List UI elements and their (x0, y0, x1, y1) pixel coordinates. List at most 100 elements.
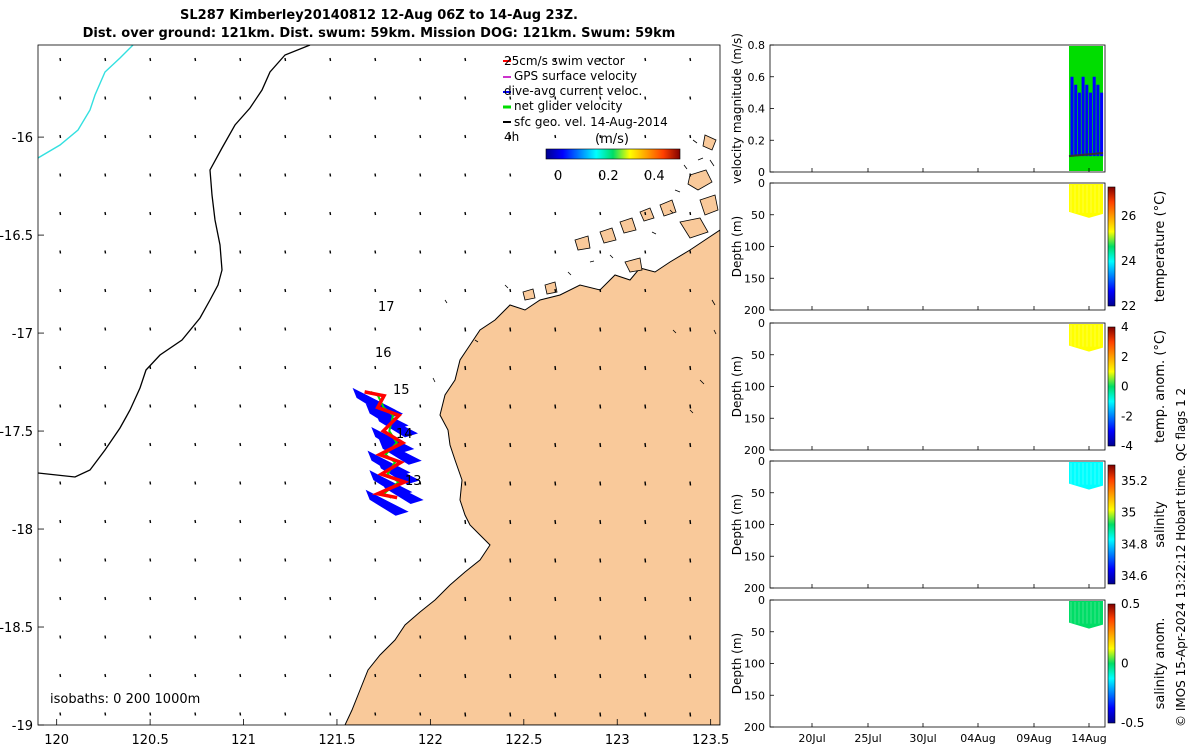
current-vector (365, 403, 409, 430)
colorbar-tick-label: -4 (1121, 439, 1133, 453)
geo-vel-arrow (554, 288, 557, 293)
map-y-tick-label: -18.5 (0, 621, 33, 636)
geo-vel-arrow (644, 404, 647, 409)
geo-vel-arrow (149, 96, 152, 100)
velocity-ylabel: velocity magnitude (m/s) (730, 33, 744, 184)
geo-vel-arrow (239, 96, 242, 100)
geo-vel-arrow (644, 712, 647, 717)
section-data-block (1069, 324, 1103, 352)
legend-net-velocity: net glider velocity (514, 99, 622, 113)
map-x-tick-label: 121 (231, 733, 256, 748)
day-label-16: 16 (375, 346, 392, 361)
depth-tick-label: 100 (744, 519, 765, 532)
geo-velocity-field (59, 57, 692, 717)
geo-vel-arrow (284, 365, 287, 370)
legend-current-veloc: dive-avg current veloc. (504, 84, 642, 98)
geo-vel-arrow (329, 327, 332, 331)
geo-vel-arrow (194, 481, 197, 485)
depth-tick-label: 50 (751, 626, 765, 639)
geo-vel-arrow (689, 96, 692, 100)
map-y-tick-label: -16.5 (0, 229, 33, 244)
geo-vel-arrow (194, 673, 197, 678)
geo-vel-arrow (329, 173, 332, 177)
section-data-block (1069, 462, 1103, 490)
geo-vel-arrow (509, 673, 512, 679)
colorbar-tick-label: 35.2 (1121, 474, 1148, 488)
geo-vel-arrow (689, 211, 692, 216)
colorbar-tick-label: -2 (1121, 409, 1133, 423)
geo-vel-arrow (194, 288, 197, 293)
geo-vel-arrow (284, 250, 287, 254)
geo-vel-arrow (419, 211, 422, 216)
geo-vel-arrow (419, 173, 422, 177)
geo-vel-arrow (284, 442, 287, 447)
geo-vel-arrow (554, 57, 557, 62)
depth-tick-label: 200 (744, 444, 765, 457)
day-label-15: 15 (393, 383, 410, 398)
colorbar-tick-label: 0.5 (1121, 597, 1140, 611)
geo-vel-arrow (149, 288, 152, 293)
section-colorbar (1107, 603, 1116, 724)
geo-vel-arrow (239, 327, 242, 331)
geo-vel-arrow (59, 134, 62, 139)
geo-vel-arrow (419, 635, 422, 639)
geo-vel-arrow (554, 673, 557, 679)
geo-vel-arrow (239, 57, 242, 62)
geo-vel-arrow (689, 365, 692, 371)
geo-vel-arrow (689, 134, 692, 139)
geo-vel-arrow (149, 596, 152, 601)
geo-vel-arrow (284, 173, 287, 177)
geo-vel-arrow (419, 519, 422, 524)
geo-vel-arrow (59, 288, 62, 293)
geo-vel-arrow (599, 404, 602, 409)
colorbar-tick-label: 26 (1121, 209, 1136, 223)
geo-vel-arrow (374, 712, 377, 716)
geo-vel-arrow (59, 404, 62, 408)
geo-vel-arrow (599, 96, 602, 100)
geo-vel-arrow (149, 250, 152, 254)
geo-vel-arrow (464, 558, 467, 563)
vel-ytick-label: 0.6 (748, 71, 766, 84)
coast-specks (432, 139, 717, 414)
geo-vel-arrow (374, 288, 377, 293)
geo-vel-arrow (104, 96, 107, 100)
geo-vel-arrow (599, 250, 602, 254)
geo-vel-arrow (104, 519, 107, 524)
depth-ylabel: Depth (m) (730, 494, 744, 555)
colorbar-tick-label: 24 (1121, 254, 1136, 268)
geo-vel-arrow (509, 558, 512, 563)
section-colorbar (1107, 326, 1116, 447)
geo-vel-arrow (284, 211, 287, 216)
geo-vel-arrow (374, 327, 377, 331)
geo-vel-arrow (284, 481, 287, 485)
date-tick-label: 14Aug (1071, 732, 1106, 745)
geo-vel-arrow (374, 519, 377, 524)
current-vector (365, 489, 409, 516)
geo-vel-arrow (104, 134, 107, 139)
geo-vel-arrow (329, 57, 332, 62)
geo-vel-arrow (689, 327, 692, 332)
geo-vel-arrow (644, 57, 647, 62)
glider-track (352, 387, 424, 516)
geo-vel-arrow (329, 288, 332, 293)
depth-tick-label: 150 (744, 550, 765, 563)
geo-vel-arrow (419, 327, 422, 331)
depth-tick-label: 100 (744, 658, 765, 671)
geo-vel-arrow (104, 57, 107, 62)
date-tick-label: 20Jul (798, 732, 825, 745)
geo-vel-arrow (689, 173, 692, 177)
geo-vel-arrow (104, 442, 107, 447)
geo-vel-arrow (464, 211, 467, 216)
geo-vel-arrow (239, 481, 242, 485)
geo-vel-arrow (239, 404, 242, 408)
geo-vel-arrow (374, 173, 377, 177)
depth-tick-label: 0 (758, 317, 765, 330)
geo-vel-arrow (599, 173, 602, 177)
geo-vel-arrow (554, 96, 557, 100)
geo-vel-arrow (329, 673, 332, 678)
geo-vel-arrow (239, 211, 242, 216)
isobaths-label: isobaths: 0 200 1000m (50, 692, 200, 707)
geo-vel-arrow (464, 519, 467, 525)
geo-vel-arrow (149, 558, 152, 562)
